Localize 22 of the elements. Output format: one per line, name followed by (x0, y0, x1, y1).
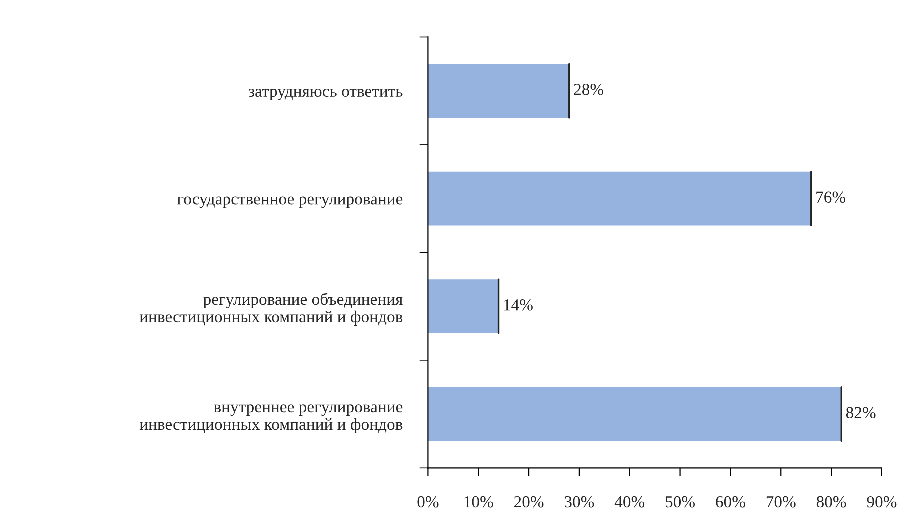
bar (428, 172, 812, 226)
x-tick-label: 20% (514, 496, 544, 508)
x-tick-label: 70% (766, 496, 796, 508)
x-tick-label: 90% (867, 496, 897, 508)
x-tick-label: 0% (418, 496, 439, 508)
y-tick-label: регулирование объединения инвестиционных компаний и фондов (140, 293, 403, 326)
x-tick-label: 30% (564, 496, 594, 508)
x-tick-label: 40% (614, 496, 645, 508)
x-tick-label: 80% (816, 496, 846, 508)
data-label: 14% (504, 299, 533, 311)
x-tick-label: 10% (464, 496, 494, 508)
x-tick-label: 60% (716, 496, 746, 508)
y-tick-label: затрудняюсь ответить (248, 89, 403, 100)
y-tick-label: государственное регулирование (178, 196, 403, 208)
bar (428, 280, 499, 334)
bar (428, 64, 570, 118)
y-tick-label: внутреннее регулирование инвестиционных компаний и фондов (140, 404, 403, 434)
data-label: 82% (846, 407, 876, 419)
data-label: 76% (816, 192, 846, 204)
data-label: 28% (574, 84, 604, 96)
x-tick-label: 50% (666, 496, 695, 508)
bar (428, 387, 842, 442)
